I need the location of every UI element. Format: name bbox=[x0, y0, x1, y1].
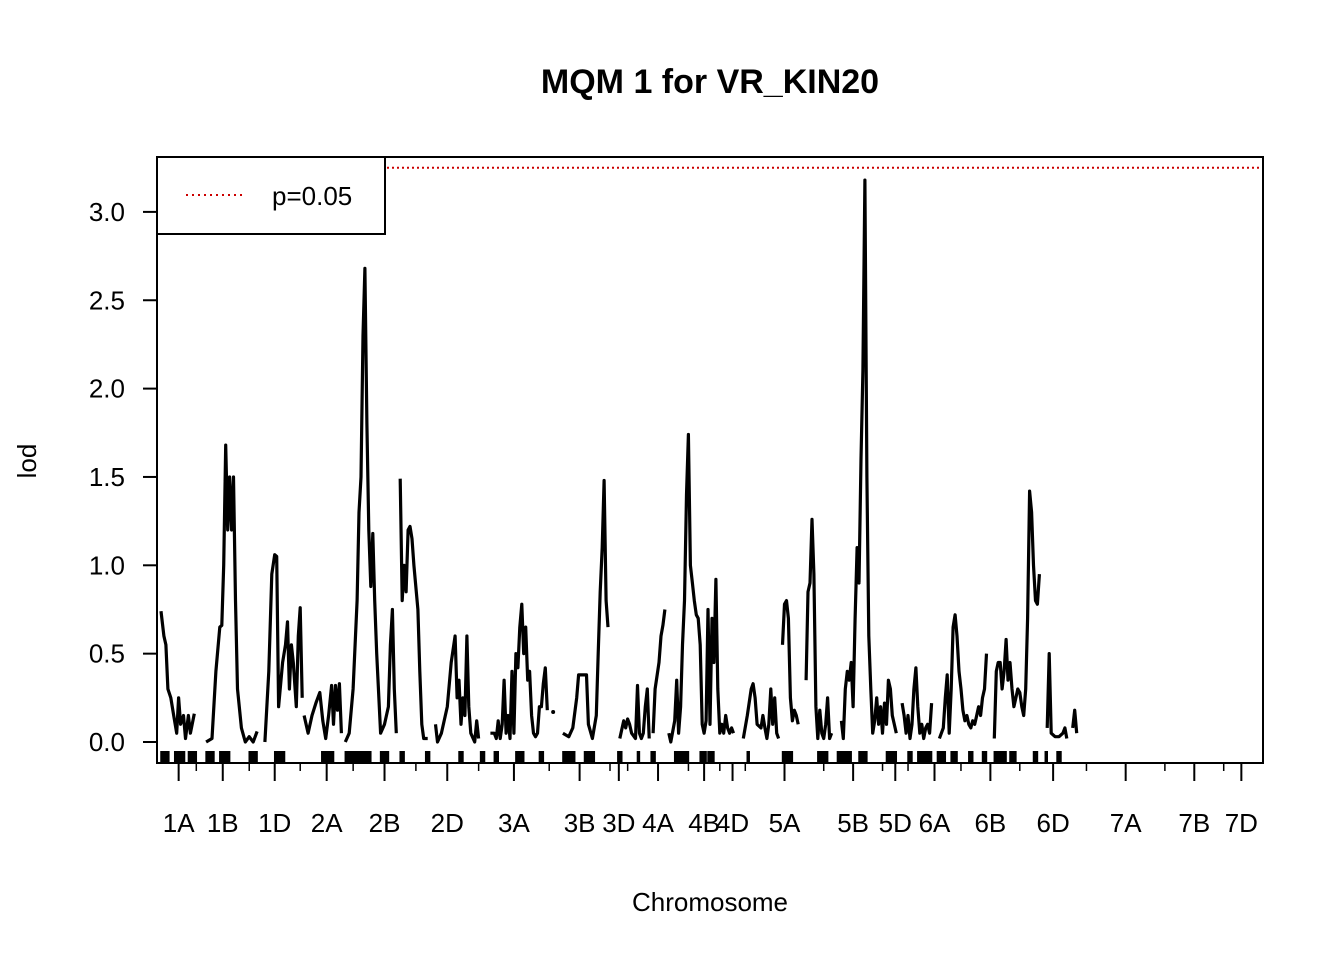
lod-curve-segment bbox=[780, 598, 800, 725]
y-tick-label: 1.0 bbox=[89, 550, 125, 580]
x-tick-label: 7B bbox=[1178, 808, 1210, 838]
lod-curve-segment bbox=[263, 553, 304, 743]
lod-curve-segment bbox=[618, 683, 651, 741]
x-tick-label: 3A bbox=[498, 808, 530, 838]
lod-curve-segment bbox=[900, 666, 934, 741]
chart-marks: 0.00.51.01.52.02.53.01A 1B 1D 2A 2B 2D 3A 3B 3D 4… bbox=[89, 166, 1263, 838]
lod-curve-segment bbox=[1071, 708, 1079, 734]
legend-threshold-label: p=0.05 bbox=[272, 181, 352, 211]
lod-curve-segment bbox=[804, 517, 834, 741]
x-axis-label: Chromosome bbox=[632, 887, 788, 917]
lod-curve-segment bbox=[1045, 651, 1069, 739]
x-tick-label: 4B bbox=[688, 808, 720, 838]
legend: p=0.05 bbox=[156, 156, 386, 235]
x-tick-label: 5B bbox=[837, 808, 869, 838]
x-tick-label: 2B bbox=[369, 808, 401, 838]
y-tick-label: 0.0 bbox=[89, 727, 125, 757]
lod-curve-segment bbox=[398, 478, 428, 741]
lod-curve-segment bbox=[343, 266, 398, 743]
x-tick-label: 6A bbox=[919, 808, 951, 838]
lod-curve-segment bbox=[433, 634, 481, 744]
y-tick-label: 1.5 bbox=[89, 462, 125, 492]
x-tick-label: 5A bbox=[769, 808, 801, 838]
y-tick-label: 2.5 bbox=[89, 285, 125, 315]
lod-curve-segment bbox=[490, 602, 549, 741]
x-tick-label: 3D bbox=[602, 808, 635, 838]
y-tick-label: 0.5 bbox=[89, 639, 125, 669]
x-tick-label: 4A bbox=[642, 808, 674, 838]
y-tick-label: 2.0 bbox=[89, 374, 125, 404]
x-tick-label: 6D bbox=[1037, 808, 1070, 838]
lod-curve-segment bbox=[992, 489, 1041, 739]
lod-curve-segment bbox=[562, 478, 610, 741]
x-tick-label: 1B bbox=[207, 808, 239, 838]
lod-curve-segment bbox=[839, 178, 898, 741]
lod-point bbox=[551, 709, 556, 714]
legend-box bbox=[156, 156, 386, 235]
lod-curve-segment bbox=[302, 682, 343, 741]
y-axis-label: lod bbox=[12, 444, 42, 479]
lod-curve-segment bbox=[937, 613, 989, 740]
plot-frame bbox=[156, 156, 1264, 764]
y-tick-label: 3.0 bbox=[89, 197, 125, 227]
x-tick-label: 6B bbox=[974, 808, 1006, 838]
lod-curve-segment bbox=[741, 682, 781, 741]
chart-title: MQM 1 for VR_KIN20 bbox=[541, 63, 879, 101]
x-tick-label: 7D bbox=[1225, 808, 1258, 838]
x-tick-label: 3B bbox=[564, 808, 596, 838]
lod-curve-segment bbox=[651, 609, 667, 734]
x-tick-label: 4D bbox=[716, 808, 749, 838]
lod-curve-segment bbox=[667, 432, 736, 744]
x-tick-label: 1D bbox=[258, 808, 291, 838]
lod-curve-segment bbox=[205, 443, 259, 744]
x-tick-label: 2A bbox=[311, 808, 343, 838]
x-tick-label: 5D bbox=[879, 808, 912, 838]
lod-curve-segment bbox=[159, 611, 196, 741]
x-tick-label: 7A bbox=[1110, 808, 1142, 838]
x-tick-label: 2D bbox=[431, 808, 464, 838]
x-tick-label: 1A bbox=[163, 808, 195, 838]
